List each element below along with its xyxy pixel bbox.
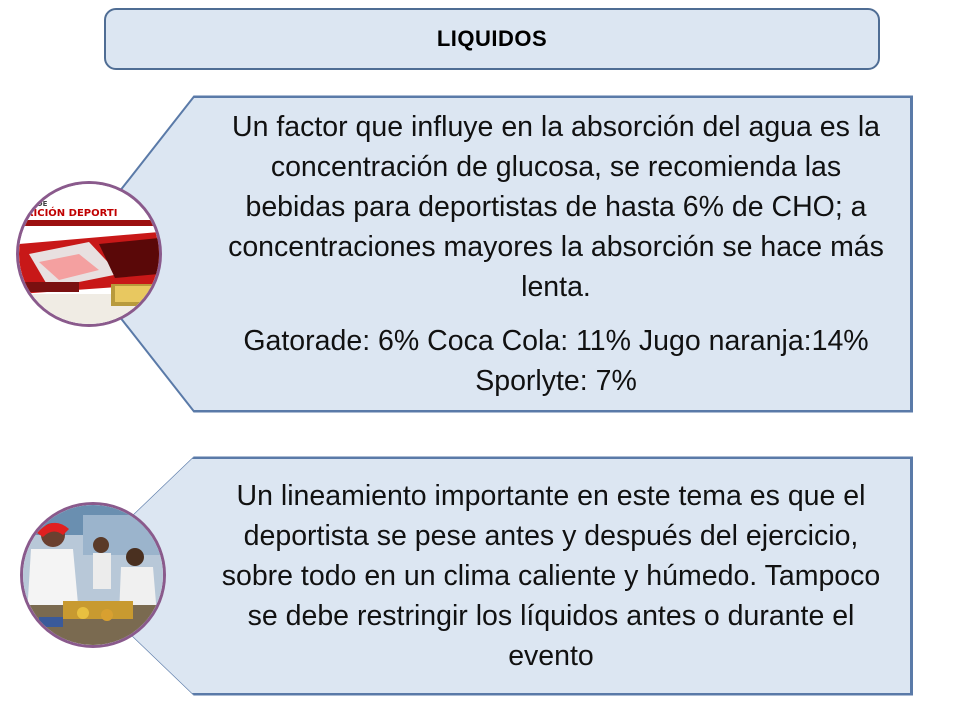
page-title: LIQUIDOS (436, 26, 548, 51)
card-paragraph-drinks: Gatorade: 6% Coca Cola: 11% Jugo naranja… (243, 325, 869, 397)
book-cover-banner-line2: TRICIÓN DEPORTI (19, 208, 118, 219)
book-cover-banner: UAL DE TRICIÓN DEPORTI (19, 200, 159, 219)
title-box: LIQUIDOS (104, 8, 880, 70)
info-card-weighing: Un lineamiento importante en este tema e… (70, 457, 912, 695)
card-paragraph: Un lineamiento importante en este tema e… (221, 480, 881, 672)
athletes-photo (20, 502, 166, 648)
info-card-glucose: Un factor que influye en la absorción de… (70, 96, 912, 412)
card-paragraph: Un factor que influye en la absorción de… (228, 111, 884, 303)
athletes-illustration (23, 505, 163, 645)
book-cover-image: UAL DE TRICIÓN DEPORTI (16, 181, 162, 327)
book-cover-banner-line1: UAL DE (19, 200, 48, 208)
